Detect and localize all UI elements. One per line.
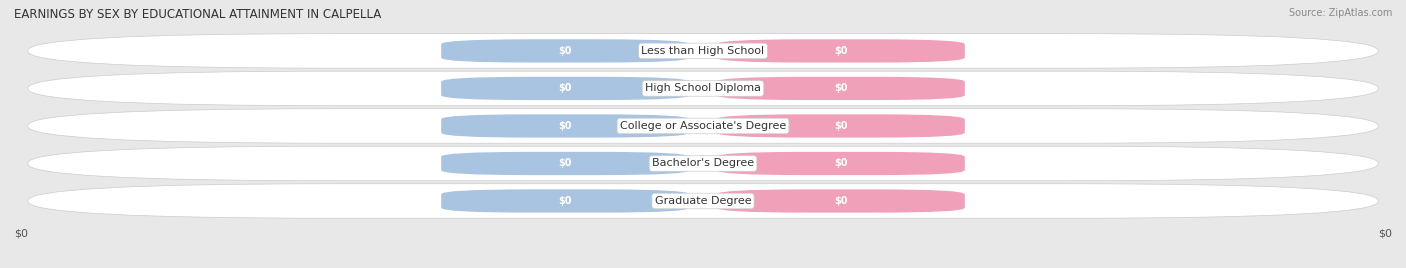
FancyBboxPatch shape [717, 39, 965, 62]
FancyBboxPatch shape [28, 184, 1378, 218]
Text: $0: $0 [1378, 228, 1392, 238]
Text: Source: ZipAtlas.com: Source: ZipAtlas.com [1288, 8, 1392, 18]
Text: Less than High School: Less than High School [641, 46, 765, 56]
FancyBboxPatch shape [717, 77, 965, 100]
Text: $0: $0 [834, 46, 848, 56]
Text: High School Diploma: High School Diploma [645, 83, 761, 94]
FancyBboxPatch shape [441, 39, 689, 62]
FancyBboxPatch shape [441, 189, 689, 213]
Text: $0: $0 [558, 121, 572, 131]
Text: College or Associate's Degree: College or Associate's Degree [620, 121, 786, 131]
FancyBboxPatch shape [441, 114, 689, 137]
Text: $0: $0 [558, 158, 572, 169]
FancyBboxPatch shape [717, 152, 965, 175]
Text: Graduate Degree: Graduate Degree [655, 196, 751, 206]
FancyBboxPatch shape [717, 114, 965, 137]
FancyBboxPatch shape [717, 189, 965, 213]
Text: $0: $0 [834, 121, 848, 131]
Text: $0: $0 [558, 196, 572, 206]
FancyBboxPatch shape [441, 152, 689, 175]
FancyBboxPatch shape [441, 77, 689, 100]
Text: $0: $0 [834, 196, 848, 206]
Text: Bachelor's Degree: Bachelor's Degree [652, 158, 754, 169]
Text: $0: $0 [834, 83, 848, 94]
Text: $0: $0 [834, 158, 848, 169]
Text: $0: $0 [14, 228, 28, 238]
FancyBboxPatch shape [28, 34, 1378, 68]
FancyBboxPatch shape [28, 146, 1378, 181]
Text: $0: $0 [558, 83, 572, 94]
FancyBboxPatch shape [28, 71, 1378, 106]
FancyBboxPatch shape [28, 109, 1378, 143]
Text: $0: $0 [558, 46, 572, 56]
Text: EARNINGS BY SEX BY EDUCATIONAL ATTAINMENT IN CALPELLA: EARNINGS BY SEX BY EDUCATIONAL ATTAINMEN… [14, 8, 381, 21]
